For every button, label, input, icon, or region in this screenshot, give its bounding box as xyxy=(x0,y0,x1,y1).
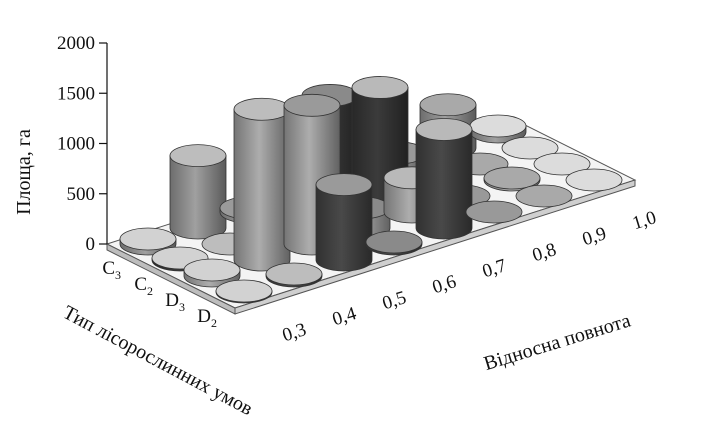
y-tick-label: 0 xyxy=(86,234,96,255)
x-tick-label: 1,0 xyxy=(630,207,659,234)
x-tick-label: 0,4 xyxy=(330,303,359,330)
z-axis-title: Тип лісорослинних умов xyxy=(59,301,256,420)
x-tick-label: 0,6 xyxy=(430,271,459,298)
series-label: D3 xyxy=(165,290,185,314)
x-tick-label: 0,8 xyxy=(530,239,559,266)
series-label: D2 xyxy=(197,306,217,330)
y-tick-label: 2000 xyxy=(57,33,95,54)
chart-bars xyxy=(119,76,623,304)
x-tick-label: 0,3 xyxy=(280,319,309,346)
y-tick-label: 500 xyxy=(67,184,96,205)
chart-labels: 0,3 0,4 0,5 0,6 0,7 0,8 0,9 1,0 D2 D3 C2 C3 xyxy=(102,207,659,346)
bar-body xyxy=(169,155,227,240)
x-tick-label: 0,5 xyxy=(380,287,409,314)
x-tick-label: 0,9 xyxy=(580,223,609,250)
series-label: C2 xyxy=(134,274,153,298)
bar-C3-0,4 xyxy=(169,144,227,240)
bar-body xyxy=(315,184,373,272)
bar-top xyxy=(415,118,473,141)
bar-top xyxy=(169,144,227,168)
y-tick-label: 1000 xyxy=(57,134,95,155)
bar-top xyxy=(119,227,177,251)
bar-top xyxy=(483,166,541,190)
bar-D3-0,4 xyxy=(233,97,291,272)
bar-top xyxy=(515,184,573,208)
x-tick-label: 0,7 xyxy=(480,255,509,282)
bar-D2-1,0 xyxy=(565,168,623,192)
bar-top xyxy=(183,258,241,282)
bar-body xyxy=(233,108,291,272)
bar-body xyxy=(415,129,473,240)
bar-D3-1,0 xyxy=(533,152,591,176)
bar-D2-0,7 xyxy=(415,118,473,240)
bar-top xyxy=(283,93,341,117)
bar-D2-0,6 xyxy=(365,230,423,256)
bar-D2-0,4 xyxy=(265,262,323,288)
bar-top xyxy=(465,200,523,224)
bar-D2-0,9 xyxy=(515,184,573,208)
bar-top xyxy=(469,114,527,138)
y-axis-title: Площа, га xyxy=(13,129,35,215)
bar-top xyxy=(533,152,591,176)
bar-top xyxy=(215,279,273,303)
bar-top xyxy=(351,76,409,99)
x-axis-title: Відносна повнота xyxy=(481,309,633,375)
bar-D2-0,8 xyxy=(465,200,523,224)
y-axis: 0 500 1000 1500 2000 xyxy=(57,33,108,255)
bar-D2-0,5 xyxy=(315,173,373,272)
bar-top xyxy=(565,168,623,192)
bar-top xyxy=(233,97,291,121)
bar-top xyxy=(365,230,423,254)
bar-top xyxy=(501,136,559,160)
y-tick-label: 1500 xyxy=(57,83,95,104)
chart-floor-edge xyxy=(106,243,236,315)
series-label: C3 xyxy=(102,258,121,282)
bar-top xyxy=(315,173,373,197)
bar-D2-0,3 xyxy=(215,279,273,304)
bar-top xyxy=(419,93,477,117)
bar-top xyxy=(265,262,323,286)
bar-C2-1,0 xyxy=(501,136,559,160)
